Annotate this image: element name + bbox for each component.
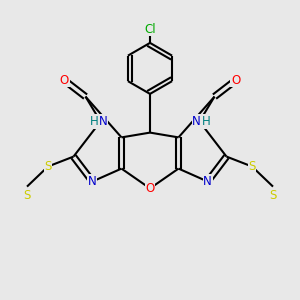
Text: S: S bbox=[23, 189, 31, 202]
Text: S: S bbox=[269, 189, 277, 202]
Text: H: H bbox=[89, 115, 98, 128]
Text: N: N bbox=[192, 115, 201, 128]
Text: O: O bbox=[60, 74, 69, 87]
Text: O: O bbox=[231, 74, 240, 87]
Text: H: H bbox=[202, 115, 211, 128]
Text: Cl: Cl bbox=[144, 23, 156, 36]
Text: N: N bbox=[203, 175, 212, 188]
Text: S: S bbox=[248, 160, 256, 173]
Text: O: O bbox=[146, 182, 154, 195]
Text: N: N bbox=[88, 175, 97, 188]
Text: N: N bbox=[99, 115, 108, 128]
Text: S: S bbox=[44, 160, 52, 173]
